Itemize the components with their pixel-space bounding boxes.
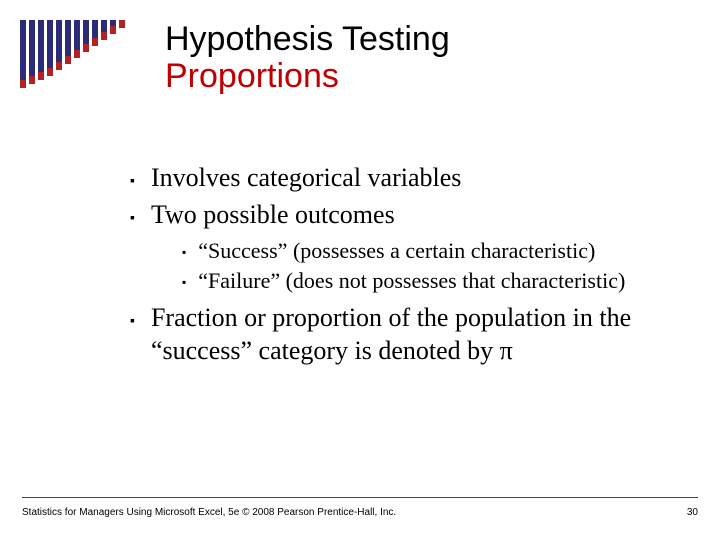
square-bullet-icon: ▪ xyxy=(182,245,186,259)
deco-bar xyxy=(110,20,116,34)
bullet-text: Two possible outcomes xyxy=(151,199,395,232)
title-line-1: Hypothesis Testing xyxy=(165,20,665,59)
deco-bar xyxy=(20,20,26,88)
bullet-level2: ▪ “Success” (possesses a certain characte… xyxy=(182,237,680,265)
deco-bar xyxy=(83,20,89,52)
deco-bar xyxy=(119,20,125,28)
deco-bar xyxy=(47,20,53,76)
title-line-2: Proportions xyxy=(165,57,665,96)
sub-bullet-list: ▪ “Success” (possesses a certain characte… xyxy=(182,237,680,294)
deco-bar xyxy=(101,20,107,40)
deco-bar xyxy=(29,20,35,84)
deco-bar xyxy=(74,20,80,58)
deco-bar xyxy=(92,20,98,46)
deco-bar xyxy=(65,20,71,64)
slide-title: Hypothesis Testing Proportions xyxy=(165,20,665,96)
page-number: 30 xyxy=(687,507,698,518)
slide: Hypothesis Testing Proportions ▪ Involves… xyxy=(0,0,720,540)
bullet-text: “Failure” (does not possesses that chara… xyxy=(198,267,625,295)
square-bullet-icon: ▪ xyxy=(130,209,135,225)
footer-attribution: Statistics for Managers Using Microsoft … xyxy=(22,507,396,518)
bullet-level2: ▪ “Failure” (does not possesses that char… xyxy=(182,267,680,295)
bullet-level1: ▪ Involves categorical variables xyxy=(130,162,680,195)
decorative-bars xyxy=(20,20,125,88)
bullet-level1: ▪ Fraction or proportion of the populatio… xyxy=(130,302,680,367)
square-bullet-icon: ▪ xyxy=(130,172,135,188)
square-bullet-icon: ▪ xyxy=(182,275,186,289)
bullet-text: “Success” (possesses a certain character… xyxy=(198,237,595,265)
deco-bar xyxy=(56,20,62,70)
square-bullet-icon: ▪ xyxy=(130,312,135,328)
footer-rule xyxy=(22,497,698,498)
bullet-level1: ▪ Two possible outcomes xyxy=(130,199,680,232)
deco-bar xyxy=(38,20,44,80)
slide-body: ▪ Involves categorical variables ▪ Two poss… xyxy=(130,162,680,371)
bullet-text: Involves categorical variables xyxy=(151,162,461,195)
bullet-text: Fraction or proportion of the population… xyxy=(151,302,680,367)
